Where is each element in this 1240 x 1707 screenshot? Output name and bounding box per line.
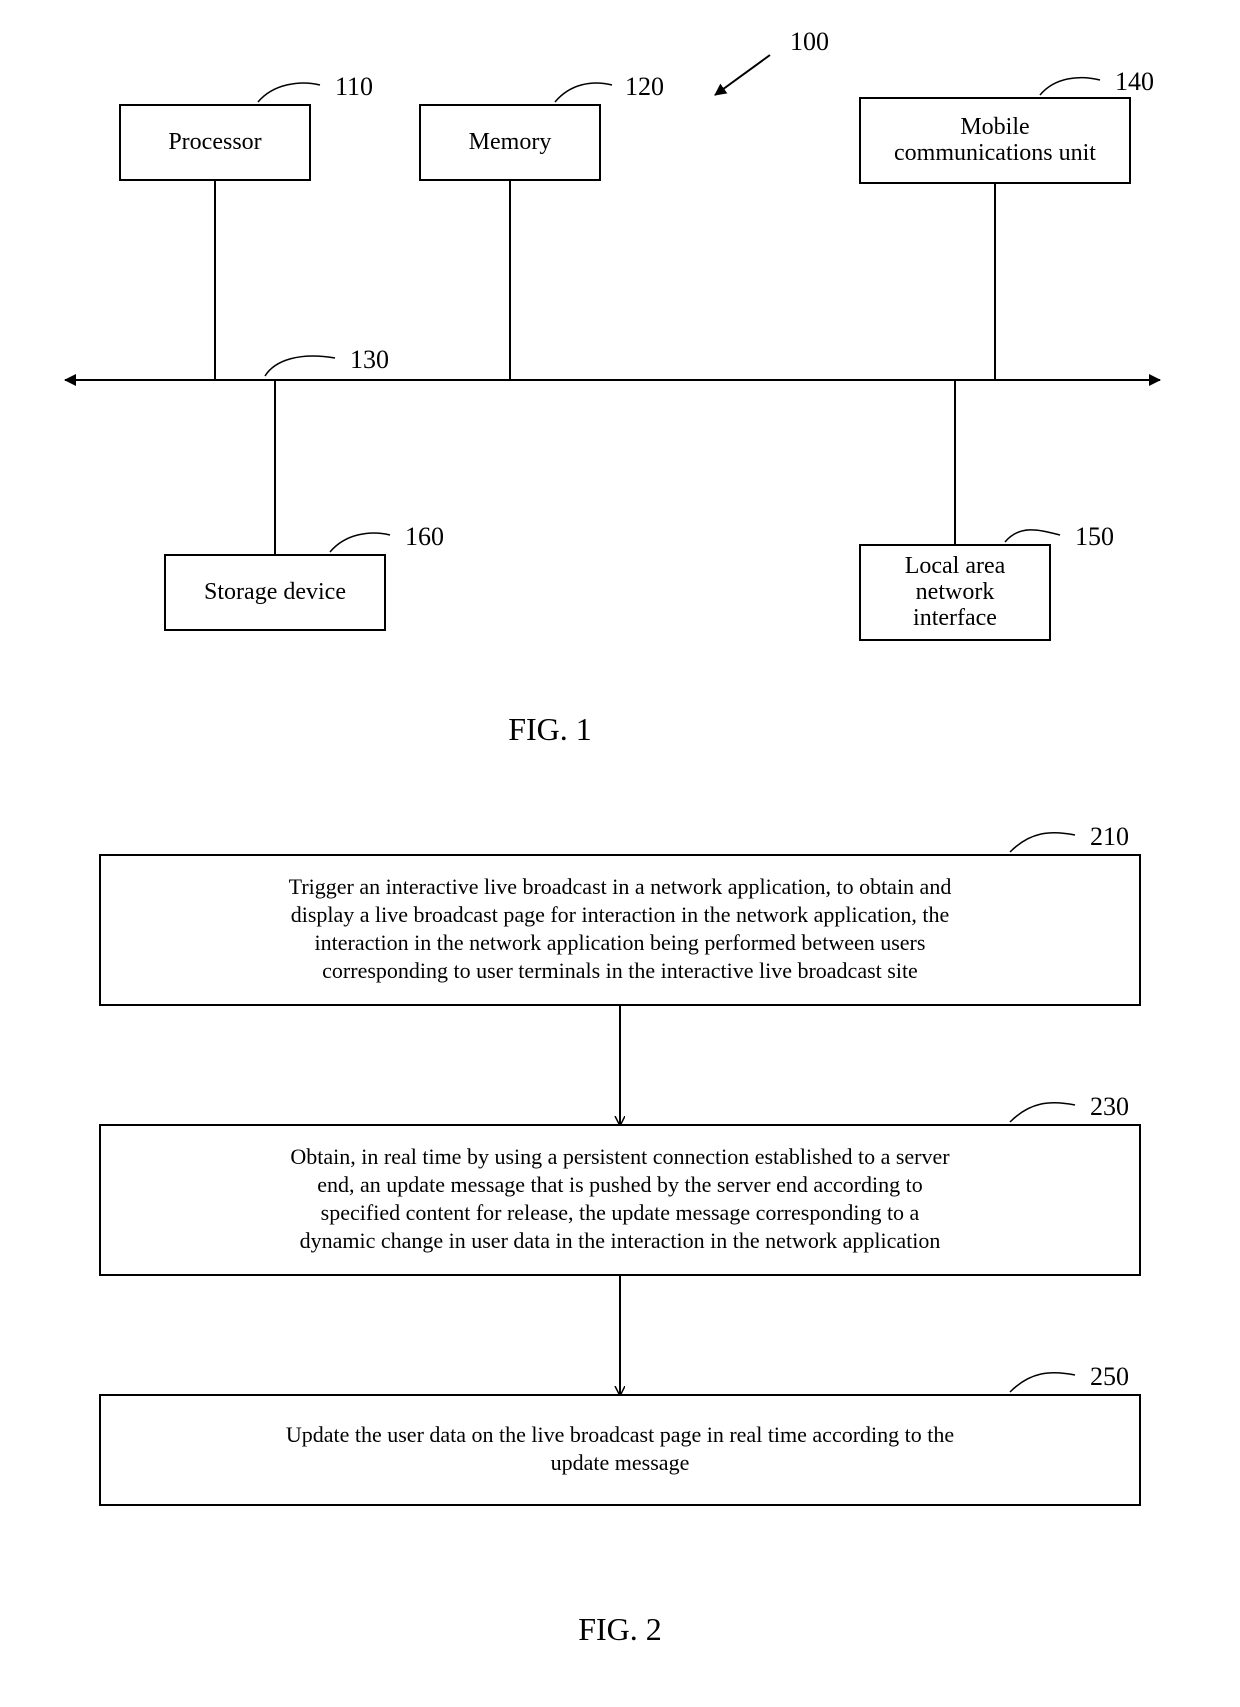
fig1-mobile-comm-ref-curve	[1040, 78, 1100, 95]
fig1-main-arrow	[715, 55, 770, 95]
fig1-memory-ref: 120	[625, 72, 664, 101]
fig2-step-230-ref: 230	[1090, 1092, 1129, 1121]
fig1-lan-ref: 150	[1075, 522, 1114, 551]
fig2-step-250-ref-curve	[1010, 1373, 1075, 1392]
fig1-lan-label: Local area	[905, 553, 1006, 579]
fig2-step-230-text: dynamic change in user data in the inter…	[300, 1228, 941, 1253]
fig1-processor-label: Processor	[168, 129, 261, 155]
fig2-step-210-text: display a live broadcast page for intera…	[291, 902, 950, 927]
fig1-storage-label: Storage device	[204, 579, 346, 605]
fig2-step-250-text: update message	[551, 1450, 690, 1475]
fig2-step-230-text: specified content for release, the updat…	[321, 1200, 920, 1225]
fig1-mobile-comm-label: communications unit	[894, 140, 1096, 166]
fig2-step-210-text: Trigger an interactive live broadcast in…	[289, 874, 952, 899]
fig1-caption: FIG. 1	[508, 711, 592, 747]
fig2-step-210-ref-curve	[1010, 833, 1075, 852]
fig1-lan-label: network	[916, 579, 995, 605]
fig2-step-250-text: Update the user data on the live broadca…	[286, 1422, 954, 1447]
fig2-step-210-text: corresponding to user terminals in the i…	[322, 958, 918, 983]
fig1-memory-ref-curve	[555, 83, 612, 102]
fig2-caption: FIG. 2	[578, 1611, 662, 1647]
fig2-step-230-text: end, an update message that is pushed by…	[317, 1172, 922, 1197]
fig1-memory-label: Memory	[469, 129, 552, 155]
fig1-storage-ref: 160	[405, 522, 444, 551]
fig1-processor-ref: 110	[335, 72, 373, 101]
fig1-processor-ref-curve	[258, 83, 320, 102]
fig2-step-210-ref: 210	[1090, 822, 1129, 851]
fig2-step-250-ref: 250	[1090, 1362, 1129, 1391]
fig1-storage-ref-curve	[330, 533, 390, 552]
fig1-bus-ref-curve	[265, 356, 335, 376]
fig1-mobile-comm-ref: 140	[1115, 67, 1154, 96]
fig1-lan-label: interface	[913, 605, 997, 631]
fig1-bus-ref: 130	[350, 345, 389, 374]
fig2-step-230-ref-curve	[1010, 1103, 1075, 1122]
fig1-mobile-comm-label: Mobile	[960, 114, 1029, 140]
fig1-lan-ref-curve	[1005, 530, 1060, 542]
fig2-step-230-text: Obtain, in real time by using a persiste…	[290, 1144, 950, 1169]
fig2-step-210-text: interaction in the network application b…	[315, 930, 926, 955]
fig1-ref-100: 100	[790, 27, 829, 56]
